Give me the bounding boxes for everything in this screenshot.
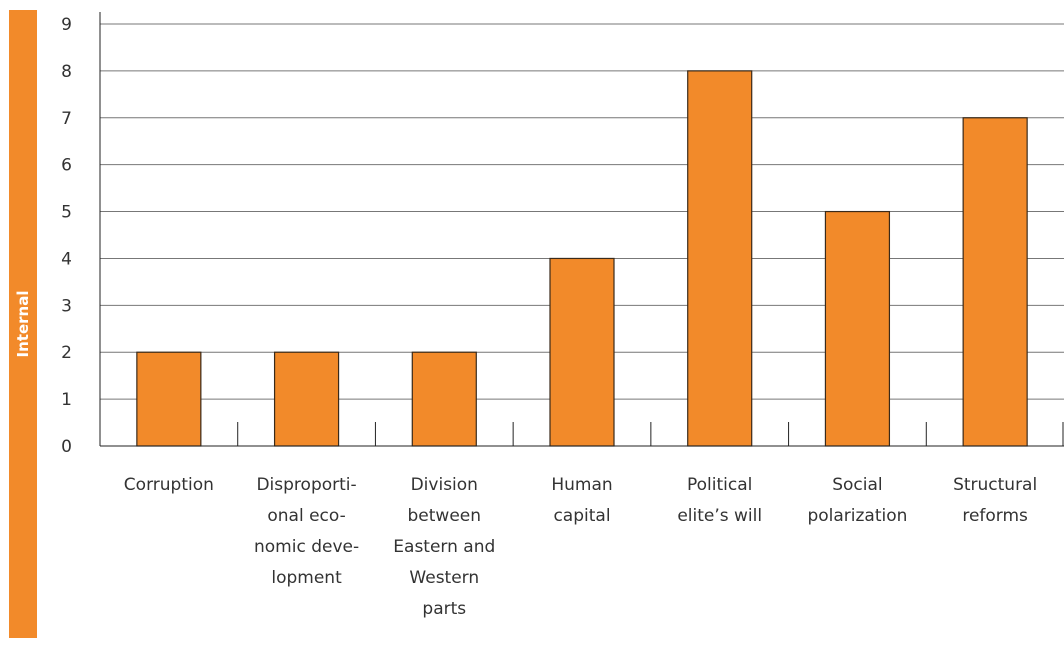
category-sidebar: Internal (9, 10, 37, 638)
x-category-label: Structural reforms (953, 475, 1037, 526)
y-tick-label: 1 (61, 390, 72, 410)
x-category-label: Human capital (551, 475, 612, 526)
bar (549, 257, 615, 447)
y-tick-label: 4 (61, 249, 72, 269)
bar (136, 351, 202, 447)
y-tick-label: 7 (61, 109, 72, 129)
y-tick-label: 9 (61, 15, 72, 35)
y-tick-labels: 0 1 2 3 4 5 6 7 8 9 (61, 15, 72, 457)
y-tick-label: 0 (61, 437, 72, 457)
y-tick-label: 6 (61, 156, 72, 176)
bar (273, 351, 340, 447)
y-tick-label: 5 (61, 203, 72, 223)
x-category-label: Division between Eastern and Western parts (393, 475, 495, 619)
axes (99, 12, 1064, 447)
x-category-label: Disproporti-onal eco-nomic deve-lopment (254, 475, 359, 588)
x-category-label: Corruption (124, 475, 214, 495)
x-category-label: Political elite’s will (677, 475, 762, 526)
y-tick-label: 8 (61, 62, 72, 82)
y-tick-label: 3 (61, 296, 72, 316)
x-category-labels: Corruption Disproporti-onal eco-nomic dev… (124, 475, 1037, 619)
bars (136, 70, 1028, 447)
y-tick-label: 2 (61, 343, 72, 363)
bar (962, 117, 1028, 447)
bar (687, 70, 753, 447)
bar (824, 210, 891, 447)
bar (411, 351, 477, 447)
x-category-label: Social polarization (807, 475, 907, 526)
